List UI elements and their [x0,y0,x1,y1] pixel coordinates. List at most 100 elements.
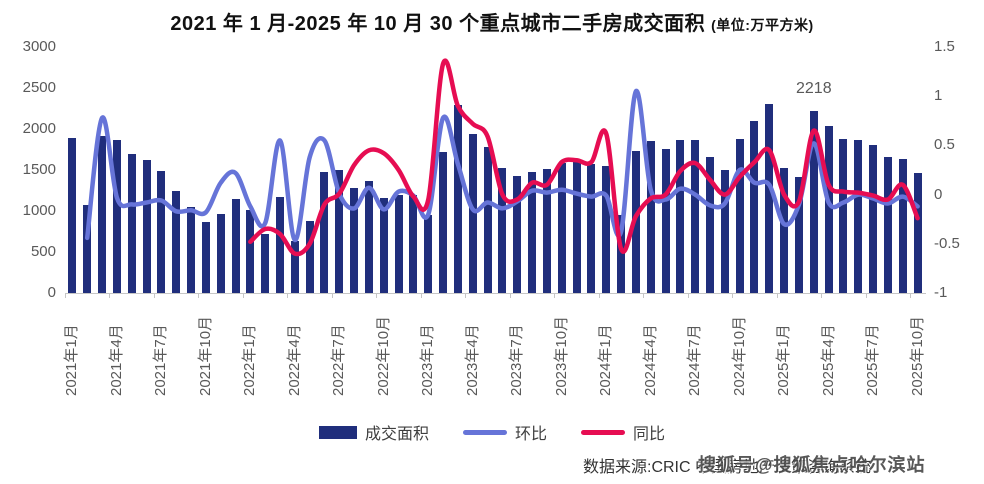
bar-2021年5月 [127,154,136,293]
bar-2024年12月 [765,103,774,293]
bar-2024年7月 [691,140,700,293]
data-label-2218: 2218 [796,80,832,97]
yoy-line [248,58,920,257]
mom-line-swatch-icon [462,429,507,435]
x-axis-tick [287,293,289,298]
x-axis-tick [865,293,867,298]
bar-2024年8月 [706,156,714,293]
x-axis-tick [109,293,111,298]
x-axis-tick [643,293,645,298]
y-axis-left-tick: 1000 [22,202,56,219]
bar-2023年7月 [513,175,522,293]
bar-2023年6月 [498,167,507,293]
bar-2025年8月 [883,156,892,293]
x-axis-baseline [65,293,926,294]
x-axis-label: 2022年4月 [285,324,303,396]
bar-2023年4月 [468,134,477,293]
bar-2022年8月 [350,188,359,293]
x-axis-label: 2023年4月 [463,324,481,396]
legend-item-mom: 环比 [462,420,547,444]
x-axis-tick [65,293,66,298]
x-axis-tick [821,293,823,298]
legend-label-mom: 环比 [514,426,547,443]
data-source-text: 数据来源:CRIC 中国房地产决策咨询系统 [583,459,872,476]
chart-title-main: 2021 年 1 月-2025 年 10 月 30 个重点城市二手房成交面积 [170,13,706,35]
legend-item-bar: 成交面积 [318,420,429,444]
x-axis-label: 2025年4月 [819,324,837,396]
bar-2023年10月 [557,162,566,293]
y-axis-left-tick: 2500 [22,79,56,96]
x-axis-label: 2022年10月 [374,315,392,396]
mom-line [84,89,920,243]
bar-swatch-icon [318,425,357,439]
bar-2022年6月 [320,171,329,293]
bar-2022年1月 [246,210,255,293]
x-axis-label: 2021年1月 [63,324,81,396]
bar-2022年11月 [394,194,403,293]
y-axis-left-tick: 500 [30,243,56,260]
bar-2025年5月 [839,138,848,293]
legend-item-yoy: 同比 [581,420,665,444]
x-axis-label: 2024年4月 [641,324,659,396]
bar-2021年7月 [157,170,166,293]
y-axis-left-tick: 1500 [22,161,56,178]
bar-2023年9月 [542,169,551,293]
x-axis-label: 2022年7月 [330,324,348,396]
bar-2021年9月 [187,206,196,293]
bar-2023年12月 [587,164,596,293]
x-axis-tick [376,293,378,298]
legend: 成交面积 环比 同比 [0,420,984,444]
x-axis-label: 2025年1月 [775,324,793,396]
bar-2024年1月 [602,165,611,293]
y-axis-right-tick: 0.5 [934,136,955,154]
x-axis-label: 2025年10月 [908,315,926,396]
chart-title-unit: (单位:万平方米) [711,17,814,33]
bar-2021年6月 [142,160,151,293]
y-axis-right-tick: -1 [934,284,948,301]
x-axis-label: 2023年1月 [419,324,437,396]
bar-2022年4月 [290,241,299,293]
x-axis-tick [420,293,422,298]
x-axis-tick [732,293,734,298]
plot-area [65,47,925,293]
bar-2025年1月 [780,167,789,293]
x-axis-label: 2024年10月 [730,315,748,396]
x-axis-label: 2023年7月 [508,324,526,396]
bar-2025年6月 [854,139,863,293]
bar-2025年7月 [869,144,878,293]
chart-title: 2021 年 1 月-2025 年 10 月 30 个重点城市二手房成交面积 (… [0,7,984,36]
y-axis-left-tick: 0 [47,284,56,301]
bar-2021年4月 [112,139,121,293]
y-axis-right-tick: 0 [934,185,943,203]
yoy-line-swatch-icon [581,429,625,435]
bar-2022年3月 [276,197,284,293]
x-axis-tick [910,293,912,298]
bar-2024年2月 [617,215,626,293]
bar-2023年2月 [439,151,448,293]
bar-2022年5月 [305,220,314,293]
bar-2022年7月 [335,170,344,293]
bar-2025年2月 [794,176,803,293]
watermark-text: 搜狐号@搜狐焦点哈尔滨站 [698,455,926,475]
y-axis-right-tick: 1 [934,87,943,105]
bar-2024年10月 [735,138,744,293]
x-axis-tick [776,293,778,298]
bar-2021年12月 [231,198,240,293]
bar-2025年10月 [913,173,922,293]
x-axis-label: 2021年4月 [107,324,125,396]
bar-2025年3月 [809,111,818,293]
bar-2021年1月 [68,138,77,293]
bar-2023年3月 [453,105,462,293]
legend-label-bar: 成交面积 [364,426,429,443]
x-axis-label: 2022年1月 [241,324,259,396]
bar-2024年11月 [750,120,759,293]
bar-2025年9月 [898,158,907,293]
lines-layer [84,58,920,257]
y-axis-left-tick: 3000 [22,38,56,55]
x-axis-label: 2023年10月 [552,315,570,396]
bar-2022年2月 [261,233,270,293]
x-axis-label: 2021年7月 [152,324,170,396]
bar-2024年5月 [661,148,670,293]
bar-2022年9月 [364,180,373,293]
bar-2023年1月 [424,215,433,293]
